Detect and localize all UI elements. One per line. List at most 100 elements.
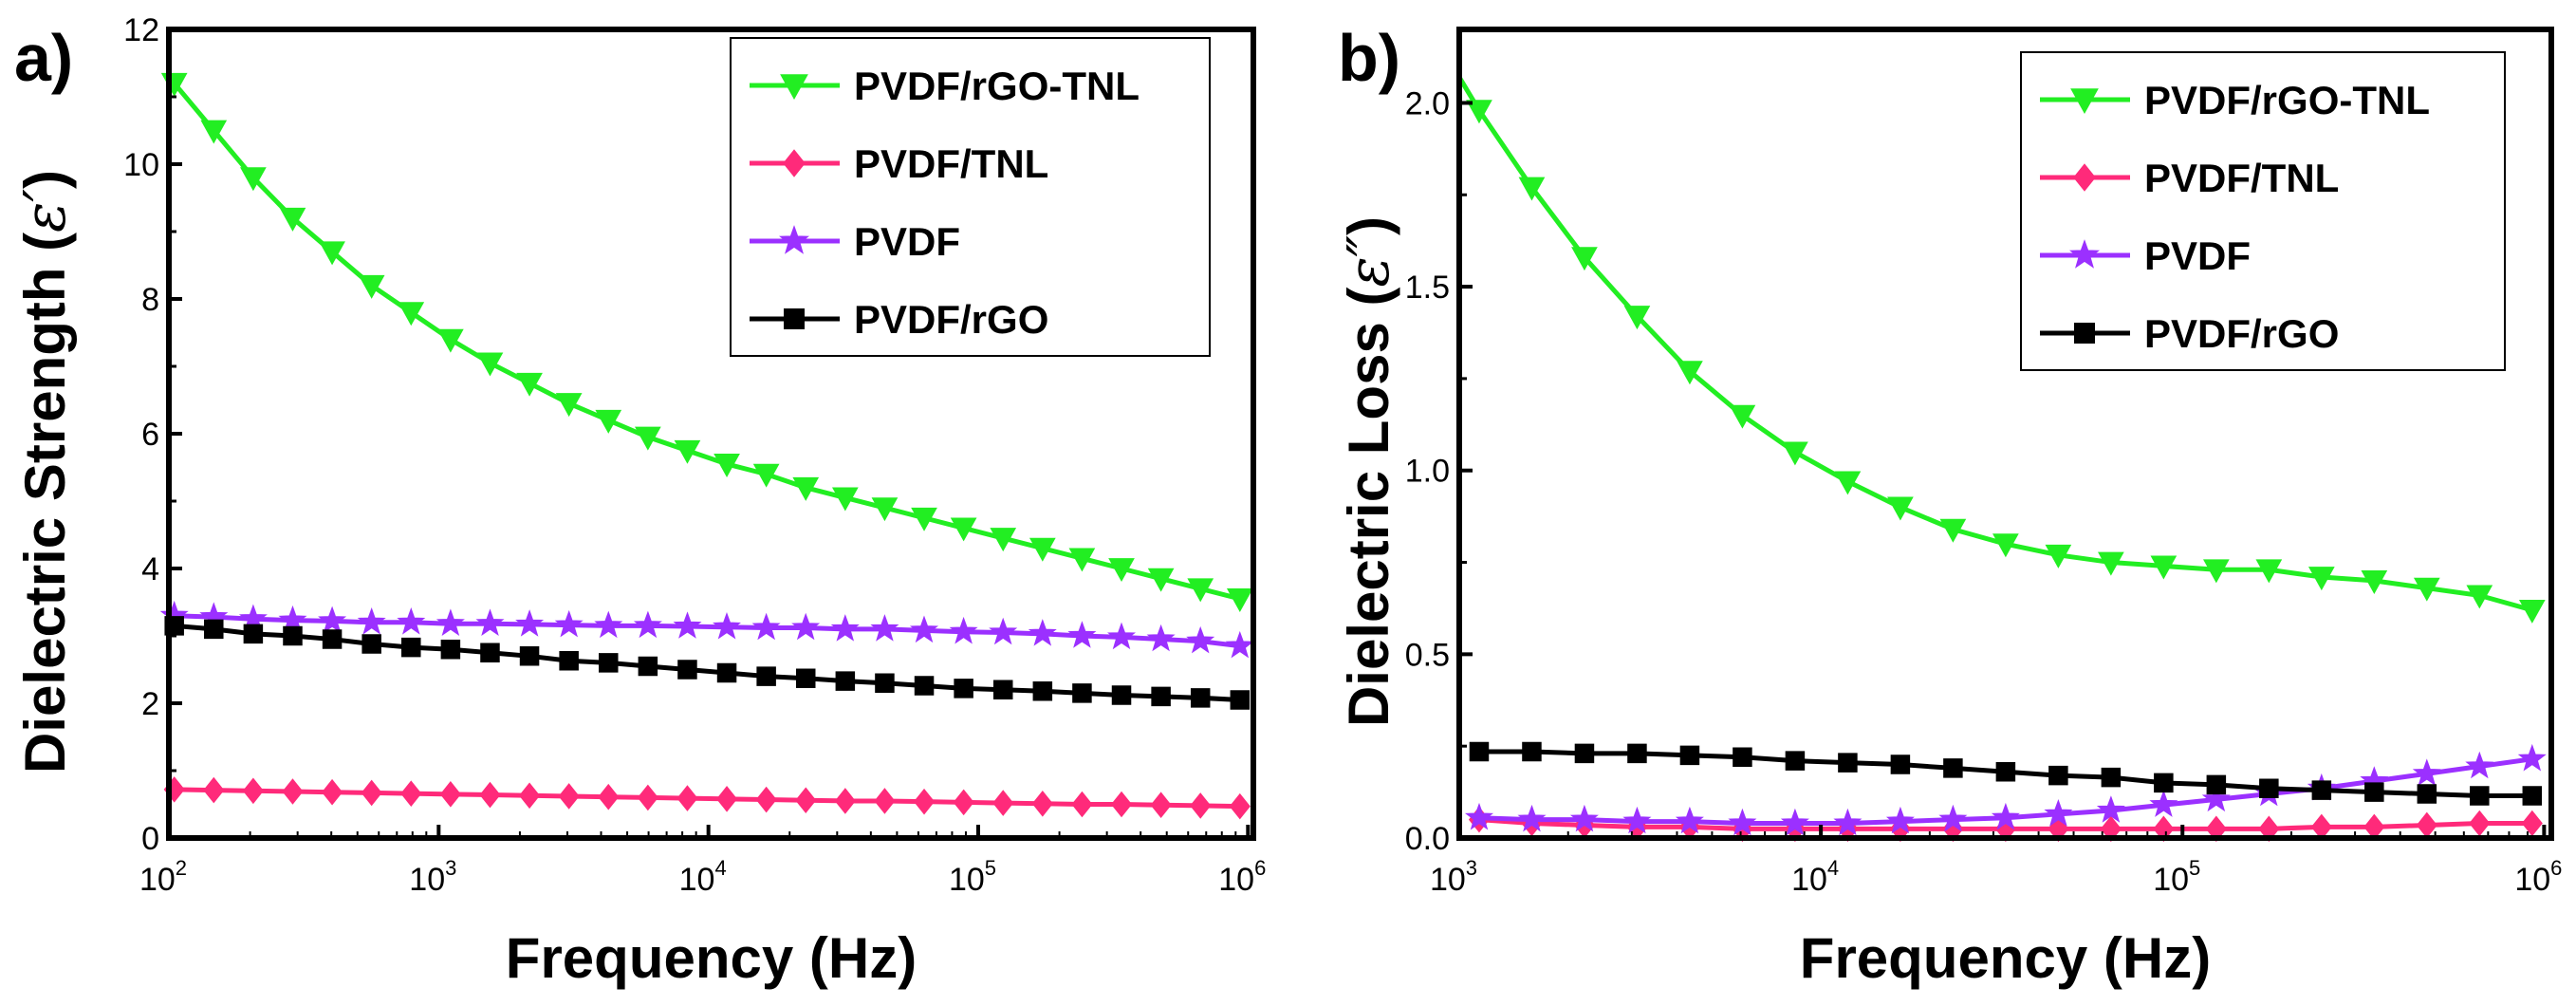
data-point-diamond bbox=[400, 780, 422, 807]
x-tick-label: 102 bbox=[139, 856, 187, 898]
data-point-square bbox=[1469, 741, 1490, 762]
y-tick-label: 2 bbox=[141, 686, 159, 722]
data-point-triangle-down bbox=[2466, 585, 2493, 609]
data-point-star bbox=[397, 607, 426, 635]
data-point-triangle-down bbox=[1834, 471, 1862, 495]
data-point-diamond bbox=[755, 786, 777, 813]
panel-label: a) bbox=[14, 21, 73, 95]
data-point-triangle-down bbox=[2203, 559, 2230, 584]
data-point-diamond bbox=[439, 781, 461, 808]
y-tick-label: 6 bbox=[141, 417, 159, 453]
data-point-diamond bbox=[783, 149, 806, 177]
y-tick-label: 8 bbox=[141, 282, 159, 318]
data-point-square bbox=[480, 643, 500, 662]
data-point-diamond bbox=[2100, 815, 2122, 843]
data-point-square bbox=[914, 676, 935, 696]
data-point-diamond bbox=[2258, 815, 2280, 843]
data-point-triangle-down bbox=[2413, 577, 2440, 602]
data-point-diamond bbox=[676, 785, 698, 811]
data-point-square bbox=[2259, 778, 2279, 798]
data-point-star bbox=[1780, 808, 1809, 836]
data-point-diamond bbox=[992, 790, 1014, 816]
data-point-square bbox=[2417, 784, 2437, 804]
y-axis-title-part: Dielectric Strength ( bbox=[13, 233, 77, 773]
series-line bbox=[172, 82, 1241, 602]
data-point-triangle-down bbox=[1623, 306, 1651, 330]
y-axis-title: Dielectric Strength (ε′) bbox=[12, 170, 79, 773]
data-point-square bbox=[638, 656, 658, 677]
x-tick-exponent: 3 bbox=[1466, 856, 1477, 880]
data-point-star bbox=[1885, 806, 1915, 834]
data-point-star bbox=[1186, 625, 1215, 654]
data-point-square bbox=[1890, 754, 1911, 774]
data-point-star bbox=[1225, 630, 1254, 659]
legend-item: PVDF bbox=[2040, 233, 2251, 278]
data-point-triangle-down bbox=[792, 476, 820, 501]
series-pvdf-rgo bbox=[1469, 741, 2543, 806]
y-tick-label: 0 bbox=[141, 821, 159, 857]
data-point-diamond bbox=[519, 782, 541, 810]
data-point-star bbox=[1517, 804, 1547, 832]
data-point-diamond bbox=[1229, 792, 1251, 820]
data-point-square bbox=[2074, 323, 2095, 344]
data-point-star bbox=[1938, 804, 1968, 832]
legend-label: PVDF/TNL bbox=[2144, 156, 2339, 200]
x-axis-title: Frequency (Hz) bbox=[1800, 926, 2211, 990]
data-point-square bbox=[1995, 762, 2016, 782]
data-point-star bbox=[778, 225, 810, 254]
legend-box bbox=[2020, 51, 2506, 371]
x-tick-exponent: 3 bbox=[445, 856, 456, 880]
data-point-triangle-down bbox=[752, 463, 780, 488]
data-point-star bbox=[2068, 239, 2101, 269]
panel-label: b) bbox=[1338, 21, 1400, 95]
data-point-diamond bbox=[2416, 811, 2437, 839]
series-pvdf-tnl bbox=[163, 776, 1251, 820]
data-point-diamond bbox=[874, 788, 896, 814]
data-point-triangle-down bbox=[1729, 404, 1756, 429]
data-point-star bbox=[318, 605, 347, 634]
data-point-triangle-down bbox=[1518, 177, 1546, 201]
y-tick-label: 1.5 bbox=[1405, 270, 1450, 306]
data-point-square bbox=[204, 619, 224, 640]
data-point-star bbox=[1622, 806, 1652, 834]
data-point-triangle-down bbox=[1571, 247, 1598, 271]
y-tick-label: 10 bbox=[123, 147, 159, 183]
data-point-diamond bbox=[2153, 815, 2175, 843]
data-point-diamond bbox=[2521, 810, 2543, 837]
series-line bbox=[174, 787, 1240, 810]
data-point-triangle-down bbox=[240, 167, 267, 192]
data-point-square bbox=[1072, 683, 1092, 703]
data-point-square bbox=[784, 308, 805, 329]
data-point-diamond bbox=[1190, 792, 1212, 819]
data-point-star bbox=[949, 616, 978, 644]
data-point-square bbox=[440, 639, 461, 660]
data-point-diamond bbox=[361, 779, 382, 807]
data-point-triangle-down bbox=[635, 426, 661, 451]
y-tick-label: 4 bbox=[141, 551, 159, 587]
data-point-diamond bbox=[558, 783, 580, 810]
y-axis-title-part: ) bbox=[1337, 216, 1400, 235]
data-point-star bbox=[989, 617, 1018, 645]
data-point-triangle-down bbox=[950, 517, 977, 542]
y-axis-title: Dielectric Loss (ε″) bbox=[1336, 216, 1402, 727]
data-point-star bbox=[1675, 806, 1704, 834]
data-point-diamond bbox=[834, 788, 856, 814]
legend-box bbox=[730, 37, 1211, 357]
data-point-square bbox=[795, 668, 816, 688]
data-point-triangle-down bbox=[319, 241, 345, 266]
data-point-star bbox=[436, 608, 465, 636]
y-tick-label: 1.0 bbox=[1405, 454, 1450, 490]
data-point-star bbox=[830, 614, 860, 642]
x-tick-label: 103 bbox=[1430, 856, 1477, 898]
data-point-square bbox=[2470, 786, 2490, 806]
y-tick-label: 0.0 bbox=[1405, 821, 1450, 857]
data-point-square bbox=[875, 673, 895, 693]
legend-label: PVDF/rGO-TNL bbox=[2144, 78, 2430, 122]
data-point-triangle-down bbox=[2150, 555, 2178, 580]
data-point-square bbox=[1733, 747, 1752, 768]
series-pvdf-rgo bbox=[164, 616, 1251, 710]
data-point-square bbox=[716, 662, 737, 683]
y-tick-label: 2.0 bbox=[1405, 85, 1450, 121]
